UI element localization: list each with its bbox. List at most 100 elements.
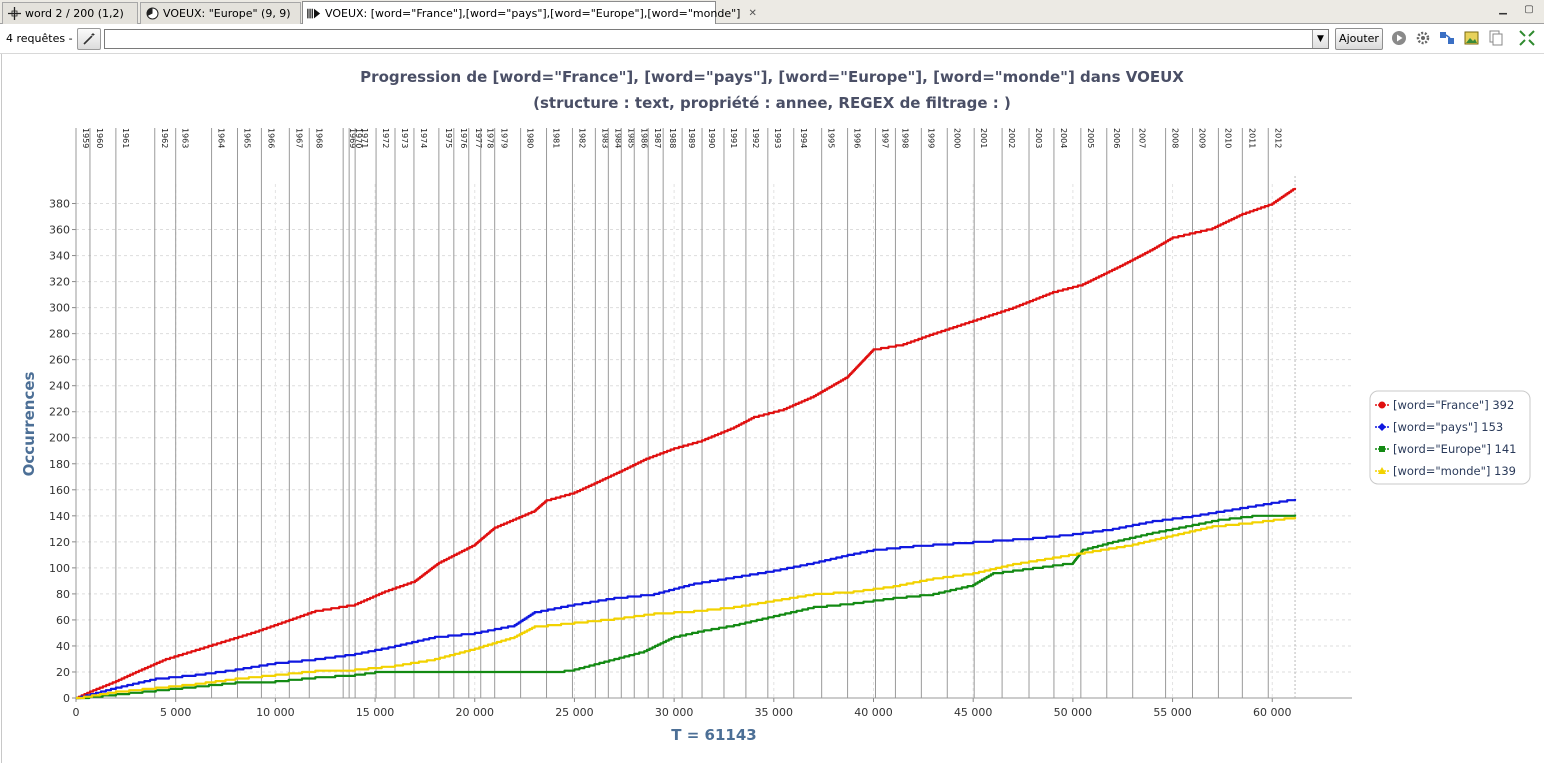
year-marker-label: 1989 bbox=[687, 128, 696, 148]
x-tick-label: 10 000 bbox=[256, 706, 295, 719]
year-marker-label: 1999 bbox=[926, 128, 935, 148]
year-markers: 1959 1960 1961 1962 1963 1964 1965 1966 1967 1968… bbox=[75, 128, 1282, 698]
y-tick-label: 180 bbox=[49, 458, 70, 471]
y-tick-label: 260 bbox=[49, 354, 70, 367]
year-marker-label: 1976 bbox=[459, 128, 468, 148]
year-marker-label: 2005 bbox=[1086, 128, 1095, 148]
tab-progression[interactable]: VOEUX: [word="France"],[word="pays"],[wo… bbox=[302, 1, 757, 25]
year-marker-label: 1980 bbox=[526, 128, 535, 148]
x-tick-label: 60 000 bbox=[1253, 706, 1292, 719]
legend-marker-triangle bbox=[1378, 467, 1386, 474]
year-marker-label: 1978 bbox=[486, 128, 495, 148]
tab-label: VOEUX: "Europe" (9, 9) bbox=[163, 7, 291, 20]
year-marker-label: 1971 bbox=[360, 128, 369, 148]
year-marker-label: 1990 bbox=[707, 128, 716, 148]
y-tick-label: 60 bbox=[56, 614, 70, 627]
legend-label: [word="monde"] 139 bbox=[1393, 464, 1516, 478]
year-marker-label: 1991 bbox=[729, 128, 738, 148]
chart-frame-border bbox=[1, 54, 2, 763]
series-line-3 bbox=[76, 517, 1297, 700]
year-marker-label: 2003 bbox=[1034, 128, 1043, 148]
pie-icon bbox=[145, 7, 159, 21]
year-marker-label: 1960 bbox=[95, 128, 104, 148]
x-tick-label: 0 bbox=[73, 706, 80, 719]
progression-icon bbox=[307, 7, 321, 21]
query-history-dropdown[interactable]: ▼ bbox=[1312, 30, 1328, 48]
fit-to-window-icon[interactable] bbox=[1518, 30, 1536, 48]
query-assist-button[interactable] bbox=[77, 28, 101, 50]
y-tick-label: 360 bbox=[49, 224, 70, 237]
year-marker-label: 1995 bbox=[827, 128, 836, 148]
year-marker-label: 1965 bbox=[242, 128, 251, 148]
year-marker-label: 2001 bbox=[979, 128, 988, 148]
y-tick-label: 340 bbox=[49, 250, 70, 263]
close-icon[interactable]: ✕ bbox=[748, 8, 757, 19]
share-icon[interactable] bbox=[1438, 30, 1456, 48]
y-tick-label: 20 bbox=[56, 666, 70, 679]
y-tick-label: 280 bbox=[49, 328, 70, 341]
year-marker-label: 2008 bbox=[1171, 128, 1180, 148]
year-marker-label: 1966 bbox=[266, 128, 275, 148]
year-marker-label: 1959 bbox=[81, 128, 90, 148]
y-tick-label: 240 bbox=[49, 380, 70, 393]
x-tick-label: 40 000 bbox=[854, 706, 893, 719]
settings-gear-icon[interactable] bbox=[1414, 30, 1432, 48]
x-tick-label: 55 000 bbox=[1153, 706, 1192, 719]
copy-icon[interactable] bbox=[1487, 30, 1505, 48]
year-marker-label: 1987 bbox=[653, 128, 662, 148]
year-marker-label: 1985 bbox=[626, 128, 635, 148]
editor-tab-bar: word 2 / 200 (1,2) VOEUX: "Europe" (9, 9… bbox=[0, 0, 1544, 25]
query-input[interactable] bbox=[104, 29, 1329, 49]
year-marker-label: 1969 bbox=[348, 128, 357, 148]
year-marker-label: 1983 bbox=[600, 128, 609, 148]
y-tick-label: 140 bbox=[49, 510, 70, 523]
year-marker-label: 1979 bbox=[500, 128, 509, 148]
add-query-button[interactable]: Ajouter bbox=[1335, 28, 1383, 50]
year-marker-label: 1962 bbox=[160, 128, 169, 148]
year-marker-label: 1988 bbox=[668, 128, 677, 148]
tab-europe-specificity[interactable]: VOEUX: "Europe" (9, 9) bbox=[140, 2, 301, 24]
play-icon[interactable] bbox=[1390, 30, 1408, 48]
year-marker-label: 1967 bbox=[294, 128, 303, 148]
year-marker-label: 1982 bbox=[577, 128, 586, 148]
chevron-down-icon: ▼ bbox=[1317, 34, 1324, 44]
requests-count-label: 4 requêtes - bbox=[6, 32, 73, 45]
y-tick-label: 100 bbox=[49, 562, 70, 575]
legend-label: [word="Europe"] 141 bbox=[1393, 442, 1517, 456]
window-controls: ▁ ▢ bbox=[1496, 3, 1536, 17]
minimize-icon[interactable]: ▁ bbox=[1499, 4, 1507, 15]
chart-title: Progression de [word="France"], [word="p… bbox=[360, 68, 1184, 86]
tab-word-concordance[interactable]: word 2 / 200 (1,2) bbox=[2, 2, 138, 24]
tab-label: VOEUX: [word="France"],[word="pays"],[wo… bbox=[325, 7, 741, 20]
y-axis-label: Occurrences bbox=[20, 372, 38, 477]
year-marker-label: 2006 bbox=[1112, 128, 1121, 148]
x-tick-label: 5 000 bbox=[160, 706, 192, 719]
query-toolbar: 4 requêtes - ▼ Ajouter bbox=[0, 24, 1544, 54]
year-marker-label: 1974 bbox=[419, 128, 428, 148]
year-marker-label: 1981 bbox=[552, 128, 561, 148]
year-marker-label: 2011 bbox=[1247, 128, 1256, 148]
maximize-icon[interactable]: ▢ bbox=[1524, 4, 1534, 15]
year-marker-label: 1993 bbox=[773, 128, 782, 148]
year-marker-label: 2002 bbox=[1007, 128, 1016, 148]
year-marker-label: 1998 bbox=[900, 128, 909, 148]
year-marker-label: 1992 bbox=[751, 128, 760, 148]
year-marker-label: 1984 bbox=[613, 128, 622, 148]
y-tick-label: 0 bbox=[63, 692, 70, 705]
legend-box bbox=[1369, 390, 1531, 485]
year-marker-label: 1964 bbox=[217, 128, 226, 148]
y-tick-label: 40 bbox=[56, 640, 70, 653]
x-tick-label: 45 000 bbox=[954, 706, 993, 719]
legend-marker-circle bbox=[1378, 401, 1386, 409]
year-marker-label: 1968 bbox=[314, 128, 323, 148]
y-tick-label: 160 bbox=[49, 484, 70, 497]
x-tick-label: 50 000 bbox=[1054, 706, 1093, 719]
export-image-icon[interactable] bbox=[1463, 30, 1481, 48]
year-marker-label: 1961 bbox=[121, 128, 130, 148]
series-line-1 bbox=[76, 498, 1297, 700]
chart-axes: 0 20 40 60 80 100 120 140 160 180 200 220 240 260 280 3… bbox=[49, 176, 1352, 719]
year-marker-label: 1997 bbox=[880, 128, 889, 148]
year-marker-label: 1986 bbox=[639, 128, 648, 148]
y-tick-label: 320 bbox=[49, 276, 70, 289]
legend-marker-square bbox=[1379, 446, 1385, 452]
